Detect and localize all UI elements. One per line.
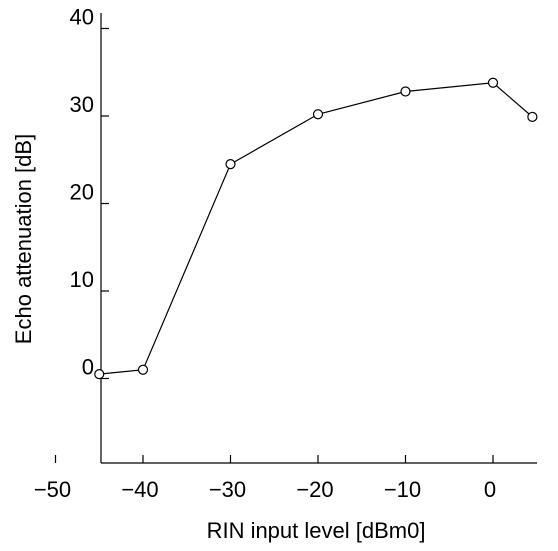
x-tick-label: −20 [296, 477, 333, 502]
y-ticks: 0 10 20 30 40 [70, 5, 109, 380]
data-point [137, 364, 149, 375]
y-tick-label: 0 [82, 355, 94, 380]
x-axis-title: RIN input level [dBm0] [207, 518, 426, 543]
x-tick-label: −50 [34, 477, 71, 502]
data-point [487, 77, 499, 88]
x-tick-label: −10 [384, 477, 421, 502]
x-tick-label: −40 [121, 477, 158, 502]
x-tick-label: −30 [209, 477, 246, 502]
x-ticks: −50 −40 −30 −20 −10 0 [34, 455, 496, 502]
data-point [527, 111, 538, 122]
y-tick-label: 40 [70, 5, 94, 30]
y-tick-label: 10 [70, 267, 94, 292]
series-group [94, 77, 538, 380]
series-line [99, 82, 533, 375]
data-point [94, 369, 105, 380]
y-tick-label: 30 [70, 92, 94, 117]
y-axis-title: Echo attenuation [dB] [11, 134, 36, 344]
data-point [225, 159, 236, 170]
axes [100, 13, 537, 464]
y-tick-label: 20 [70, 180, 94, 205]
x-tick-label: 0 [484, 477, 496, 502]
data-point [400, 86, 411, 97]
data-point [312, 109, 324, 120]
